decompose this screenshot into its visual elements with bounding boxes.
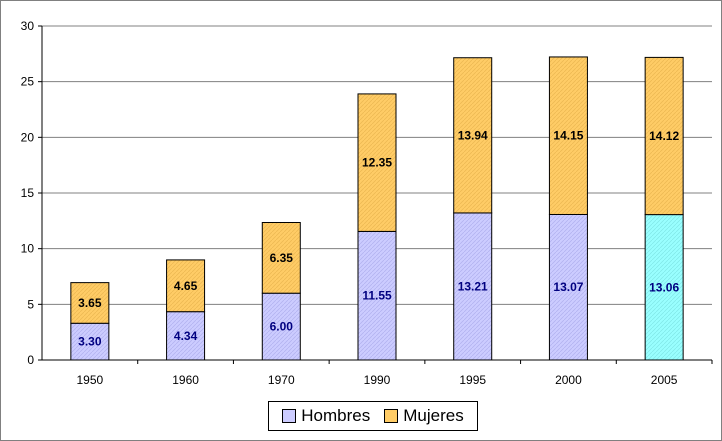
- data-label-hombres-1970: 6.00: [270, 320, 294, 334]
- x-tick-label-1970: 1970: [268, 373, 295, 387]
- data-label-mujeres-1995: 13.94: [458, 128, 488, 142]
- bar-mujeres-1970: [261, 222, 301, 294]
- y-tick-label-10: 10: [21, 242, 35, 256]
- bar-hombres-2000: [548, 213, 588, 361]
- bar-mujeres-2000: [548, 56, 588, 215]
- x-tick-label-2000: 2000: [555, 373, 582, 387]
- gridlines: [42, 25, 712, 305]
- y-tick-label-15: 15: [21, 186, 35, 200]
- axes: 0 5 10 15 20 25 30 1950 1960 1970 1990 1995 2000 2005: [21, 19, 713, 387]
- bar-mujeres-1950: [70, 282, 110, 324]
- data-label-hombres-1995: 13.21: [458, 279, 488, 293]
- x-tick-label-1995: 1995: [459, 373, 486, 387]
- legend-swatch-mujeres: [384, 409, 399, 423]
- bar-mujeres-1995: [453, 57, 493, 214]
- y-tick-label-20: 20: [21, 130, 35, 144]
- data-label-mujeres-1960: 4.65: [174, 279, 198, 293]
- data-label-hombres-1950: 3.30: [78, 335, 102, 349]
- data-label-hombres-1960: 4.34: [174, 329, 198, 343]
- data-label-mujeres-1970: 6.35: [270, 251, 294, 265]
- bar-hombres-2005: [644, 214, 684, 361]
- y-tick-label-5: 5: [27, 297, 34, 311]
- y-tick-label-30: 30: [21, 19, 35, 33]
- data-label-mujeres-1990: 12.35: [362, 156, 392, 170]
- bar-hombres-1995: [453, 212, 493, 361]
- x-tick-label-1990: 1990: [364, 373, 391, 387]
- legend: Hombres Mujeres: [268, 401, 478, 431]
- bar-mujeres-2005: [644, 56, 684, 216]
- y-tick-label-25: 25: [21, 75, 35, 89]
- x-tick-label-1950: 1950: [77, 373, 104, 387]
- y-tick-label-0: 0: [27, 353, 34, 367]
- x-tick-label-2005: 2005: [651, 373, 678, 387]
- data-label-mujeres-2000: 14.15: [553, 129, 583, 143]
- data-label-hombres-2000: 13.07: [553, 280, 583, 294]
- x-tick-label-1960: 1960: [172, 373, 199, 387]
- legend-label-hombres: Hombres: [301, 406, 371, 425]
- bar-mujeres-1990: [357, 93, 397, 232]
- bar-hombres-1970: [261, 292, 301, 361]
- legend-item-mujeres: Mujeres: [384, 406, 464, 426]
- legend-swatch-hombres: [282, 409, 297, 423]
- data-label-hombres-2005: 13.06: [649, 280, 679, 294]
- data-label-mujeres-2005: 14.12: [649, 129, 679, 143]
- data-labels: 3.30 3.65 4.34 4.65 6.00 6.35 11.55 12.35 13.21 1…: [78, 128, 679, 348]
- bar-hombres-1990: [357, 230, 397, 361]
- bar-mujeres-1960: [166, 259, 206, 313]
- data-label-hombres-1990: 11.55: [362, 289, 392, 303]
- bar-hombres-1950: [70, 322, 110, 361]
- data-label-mujeres-1950: 3.65: [78, 296, 102, 310]
- bars: [70, 56, 684, 361]
- legend-item-hombres: Hombres: [282, 406, 370, 426]
- legend-label-mujeres: Mujeres: [403, 406, 464, 425]
